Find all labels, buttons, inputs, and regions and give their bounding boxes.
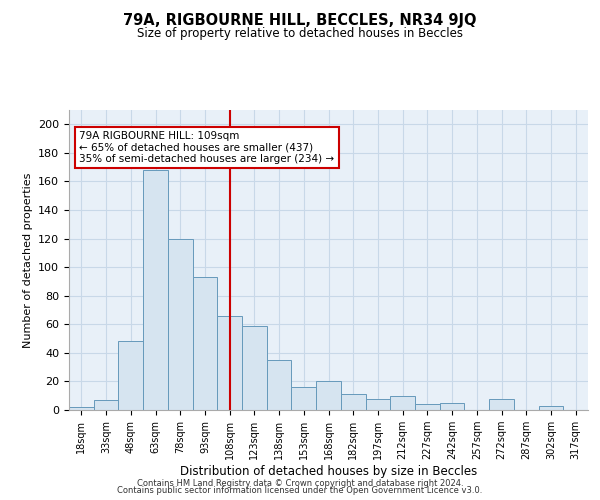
Text: Contains HM Land Registry data © Crown copyright and database right 2024.: Contains HM Land Registry data © Crown c…: [137, 478, 463, 488]
Bar: [341, 394, 365, 410]
Bar: [118, 342, 143, 410]
Bar: [489, 398, 514, 410]
Bar: [193, 277, 217, 410]
Bar: [365, 398, 390, 410]
Y-axis label: Number of detached properties: Number of detached properties: [23, 172, 32, 348]
Bar: [440, 403, 464, 410]
Bar: [539, 406, 563, 410]
Bar: [267, 360, 292, 410]
Text: 79A RIGBOURNE HILL: 109sqm
← 65% of detached houses are smaller (437)
35% of sem: 79A RIGBOURNE HILL: 109sqm ← 65% of deta…: [79, 131, 335, 164]
Bar: [415, 404, 440, 410]
Text: 79A, RIGBOURNE HILL, BECCLES, NR34 9JQ: 79A, RIGBOURNE HILL, BECCLES, NR34 9JQ: [123, 12, 477, 28]
Text: Contains public sector information licensed under the Open Government Licence v3: Contains public sector information licen…: [118, 486, 482, 495]
Bar: [69, 407, 94, 410]
Bar: [143, 170, 168, 410]
Bar: [390, 396, 415, 410]
Bar: [292, 387, 316, 410]
Text: Size of property relative to detached houses in Beccles: Size of property relative to detached ho…: [137, 28, 463, 40]
Bar: [168, 238, 193, 410]
Bar: [316, 382, 341, 410]
Bar: [242, 326, 267, 410]
X-axis label: Distribution of detached houses by size in Beccles: Distribution of detached houses by size …: [180, 465, 477, 478]
Bar: [217, 316, 242, 410]
Bar: [94, 400, 118, 410]
